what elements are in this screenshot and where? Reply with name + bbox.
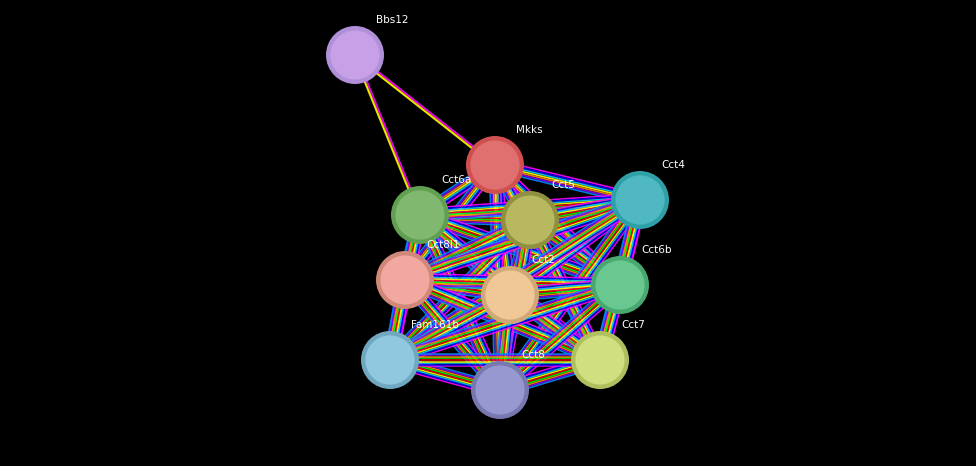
Circle shape [379,254,431,306]
Text: Cct4: Cct4 [661,160,685,170]
Circle shape [394,189,446,241]
Circle shape [484,269,536,321]
Circle shape [591,256,649,314]
Circle shape [501,191,559,249]
Text: Cct7: Cct7 [621,320,645,330]
Circle shape [466,136,524,194]
Text: Cct8l1: Cct8l1 [426,240,460,250]
Text: Mkks: Mkks [516,125,543,135]
Circle shape [361,331,419,389]
Text: Cct2: Cct2 [531,255,555,265]
Circle shape [611,171,669,229]
Text: Cct6b: Cct6b [641,245,671,255]
Text: Cct6a: Cct6a [441,175,471,185]
Circle shape [471,361,529,419]
Circle shape [571,331,629,389]
Circle shape [504,194,556,246]
Circle shape [376,251,434,309]
Text: Bbs12: Bbs12 [376,15,409,25]
Circle shape [469,139,521,191]
Text: Cct8: Cct8 [521,350,545,360]
Circle shape [329,29,381,81]
Circle shape [594,259,646,311]
Circle shape [391,186,449,244]
Text: Cct5: Cct5 [551,180,575,190]
Circle shape [326,26,384,84]
Circle shape [614,174,666,226]
Circle shape [474,364,526,416]
Circle shape [481,266,539,324]
Circle shape [574,334,626,386]
Text: Fam161b: Fam161b [411,320,459,330]
Circle shape [364,334,416,386]
